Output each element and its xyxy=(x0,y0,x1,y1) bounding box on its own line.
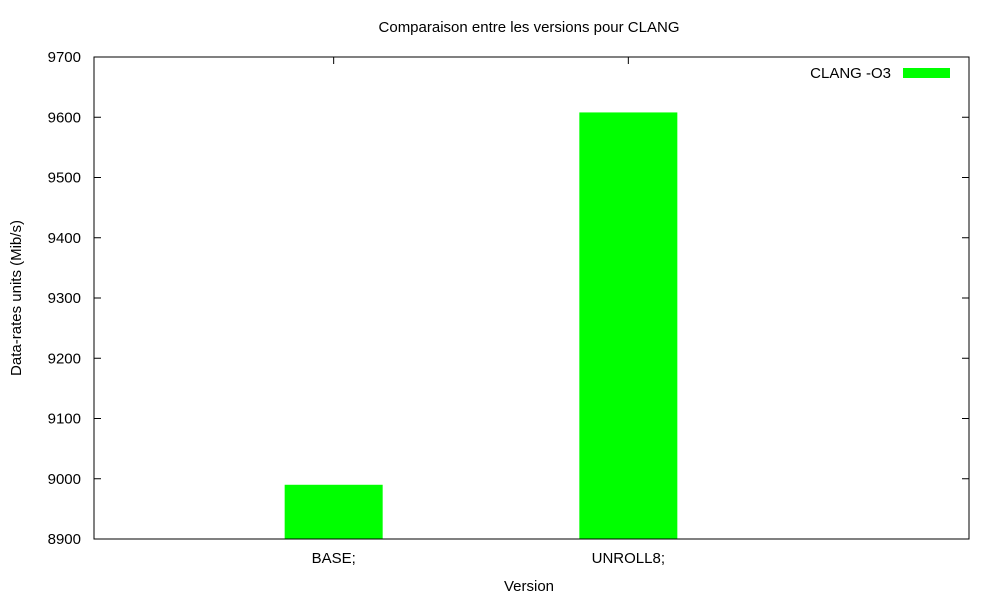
y-tick-label: 8900 xyxy=(48,531,81,548)
x-axis-label: Version xyxy=(504,578,554,595)
bar xyxy=(579,112,678,540)
y-tick-label: 9500 xyxy=(48,170,81,187)
bar xyxy=(284,484,383,539)
bars xyxy=(284,112,678,540)
y-tick-label: 9300 xyxy=(48,290,81,307)
x-tick-label: BASE; xyxy=(312,550,356,567)
x-tick-label: UNROLL8; xyxy=(592,550,665,567)
legend-swatch xyxy=(903,68,950,78)
chart-title: Comparaison entre les versions pour CLAN… xyxy=(379,19,680,36)
axis-ticks: 8900 9000 9100 9200 9300 9400 9500 9600 9700 BASE… xyxy=(48,49,969,567)
y-tick-label: 9000 xyxy=(48,471,81,488)
y-tick-label: 9200 xyxy=(48,350,81,367)
y-tick-label: 9600 xyxy=(48,109,81,126)
legend: CLANG -O3 xyxy=(810,65,950,82)
plot-frame xyxy=(93,56,970,540)
y-tick-label: 9100 xyxy=(48,411,81,428)
y-tick-label: 9400 xyxy=(48,230,81,247)
y-axis-label: Data-rates units (Mib/s) xyxy=(8,220,25,376)
y-tick-label: 9700 xyxy=(48,49,81,66)
legend-label: CLANG -O3 xyxy=(810,65,891,82)
